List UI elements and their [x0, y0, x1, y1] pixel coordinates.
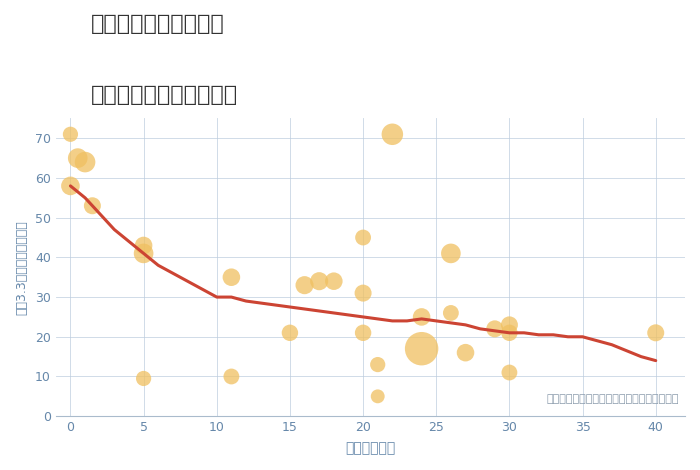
Point: [138, 242, 149, 249]
Text: 円の大きさは、取引のあった物件面積を示す: 円の大きさは、取引のあった物件面積を示す: [546, 394, 679, 404]
Point: [416, 313, 427, 321]
Point: [445, 250, 456, 257]
X-axis label: 築年数（年）: 築年数（年）: [345, 441, 396, 455]
Point: [504, 329, 515, 337]
Point: [358, 234, 369, 241]
Point: [504, 321, 515, 329]
Point: [445, 309, 456, 317]
Point: [489, 325, 500, 333]
Point: [80, 158, 91, 166]
Point: [358, 290, 369, 297]
Point: [65, 182, 76, 190]
Point: [372, 392, 384, 400]
Point: [460, 349, 471, 356]
Point: [226, 373, 237, 380]
Y-axis label: 坪（3.3㎡）単価（万円）: 坪（3.3㎡）単価（万円）: [15, 220, 28, 315]
Text: 三重県松阪市阪内町の: 三重県松阪市阪内町の: [91, 14, 225, 34]
Point: [138, 250, 149, 257]
Point: [328, 277, 339, 285]
Point: [358, 329, 369, 337]
Point: [372, 361, 384, 368]
Point: [314, 277, 325, 285]
Text: 築年数別中古戸建て価格: 築年数別中古戸建て価格: [91, 85, 238, 105]
Point: [416, 345, 427, 352]
Point: [284, 329, 295, 337]
Point: [72, 154, 83, 162]
Point: [504, 369, 515, 376]
Point: [138, 375, 149, 382]
Point: [650, 329, 662, 337]
Point: [87, 202, 98, 210]
Point: [299, 282, 310, 289]
Point: [387, 131, 398, 138]
Point: [65, 131, 76, 138]
Point: [226, 274, 237, 281]
